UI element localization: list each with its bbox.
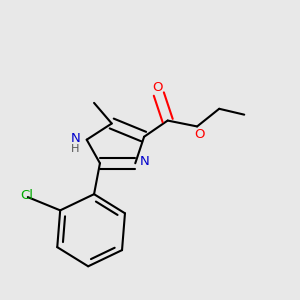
Text: Cl: Cl	[20, 189, 33, 202]
Text: N: N	[70, 132, 80, 145]
Text: O: O	[194, 128, 205, 141]
Text: H: H	[71, 143, 80, 154]
Text: O: O	[152, 81, 163, 94]
Text: N: N	[140, 155, 150, 168]
